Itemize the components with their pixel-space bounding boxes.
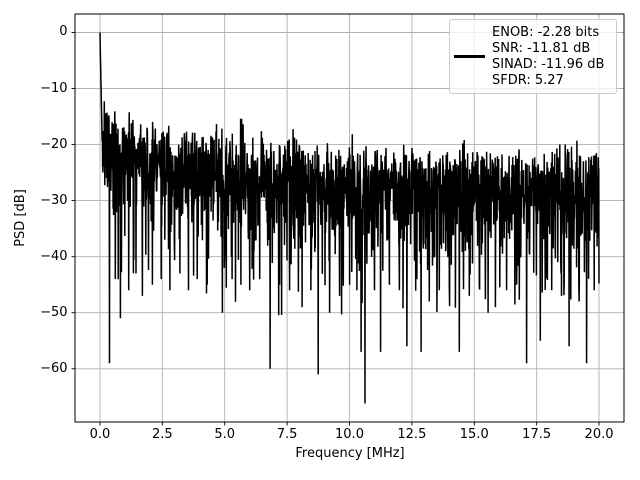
legend-entry-enob: ENOB: -2.28 bits — [492, 24, 600, 40]
x-tick-label: 7.5 — [276, 427, 298, 442]
x-tick-label: 12.5 — [397, 427, 427, 442]
y-axis-label: PSD [dB] — [13, 189, 28, 247]
legend-entry-sfdr: SFDR: 5.27 — [492, 72, 564, 88]
x-tick-label: 5.0 — [214, 427, 236, 442]
x-tick-label: 2.5 — [151, 427, 173, 442]
legend-box: ENOB: -2.28 bits SNR: -11.81 dB SINAD: -… — [449, 19, 617, 94]
legend-line-sample-icon — [454, 55, 485, 58]
y-tick-label: −50 — [40, 304, 68, 320]
psd-trace — [99, 32, 600, 404]
x-tick-label: 20.0 — [584, 427, 614, 442]
x-tick-label: 15.0 — [459, 427, 489, 442]
legend-entry-snr: SNR: -11.81 dB — [492, 40, 591, 56]
x-tick-label: 0.0 — [89, 427, 111, 442]
y-tick-label: −20 — [40, 136, 68, 152]
y-tick-label: −60 — [40, 360, 68, 376]
y-tick-label: 0 — [59, 24, 68, 40]
y-tick-label: −40 — [40, 248, 68, 264]
y-tick-label: −10 — [40, 80, 68, 96]
x-tick-label: 10.0 — [335, 427, 364, 442]
x-axis-label: Frequency [MHz] — [295, 446, 405, 461]
plot-border — [74, 13, 625, 423]
legend-entry-sinad: SINAD: -11.96 dB — [492, 56, 605, 72]
x-tick-label: 17.5 — [522, 427, 552, 442]
y-tick-label: −30 — [40, 192, 68, 208]
